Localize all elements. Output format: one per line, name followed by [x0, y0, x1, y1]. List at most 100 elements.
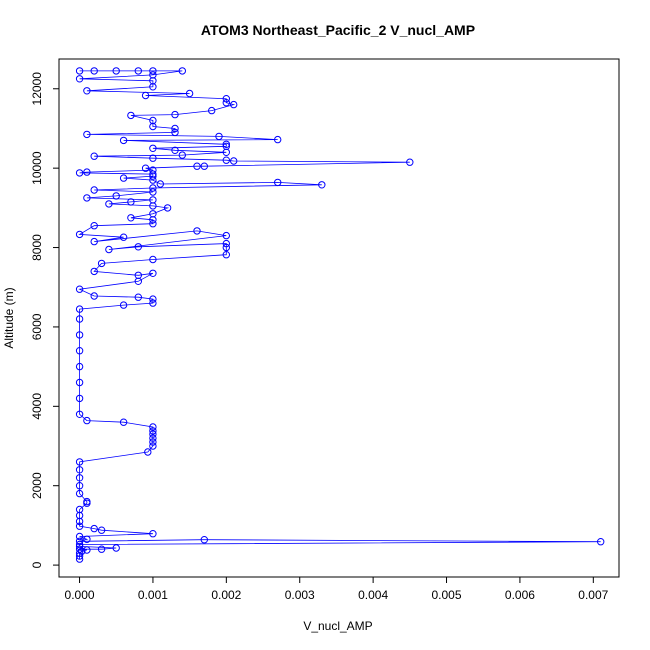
x-tick-label: 0.007: [578, 588, 608, 602]
data-point: [83, 168, 91, 176]
data-point: [222, 156, 231, 164]
data-point: [149, 299, 157, 307]
data-point: [75, 378, 84, 387]
x-tick-label: 0.001: [138, 588, 168, 602]
data-point: [75, 305, 84, 313]
data-point: [185, 89, 194, 98]
data-point: [97, 259, 106, 268]
data-point: [90, 237, 98, 246]
data-point: [75, 347, 84, 355]
y-tick-label: 0: [30, 561, 44, 568]
data-point: [105, 200, 113, 208]
data-point: [75, 169, 84, 177]
y-axis: 0 2000 4000 6000 8000 10000 12000: [30, 72, 59, 568]
data-point: [112, 544, 120, 552]
data-point: [149, 255, 157, 264]
plot-frame: [58, 58, 620, 578]
data-point: [75, 545, 84, 553]
data-point: [406, 158, 414, 166]
data-point: [222, 239, 231, 248]
y-tick-label: 12000: [30, 72, 44, 106]
data-point: [119, 418, 128, 426]
data-point: [149, 144, 157, 153]
data-point: [83, 546, 91, 554]
data-point: [75, 505, 84, 514]
plot-area: [75, 67, 605, 563]
data-point: [75, 458, 84, 466]
data-point: [90, 524, 98, 533]
x-tick-label: 0.002: [211, 588, 241, 602]
data-point: [222, 243, 231, 252]
x-tick-label: 0.000: [65, 588, 95, 602]
data-point: [144, 448, 152, 456]
data-point: [83, 87, 91, 95]
data-point: [112, 67, 120, 75]
data-point: [75, 474, 84, 482]
data-point: [222, 95, 231, 103]
data-point: [90, 267, 98, 276]
data-point: [230, 100, 238, 109]
data-point: [83, 416, 91, 425]
data-point: [75, 540, 84, 549]
data-point: [112, 192, 120, 200]
x-tick-label: 0.003: [285, 588, 315, 602]
data-point: [149, 442, 157, 450]
data-point: [274, 178, 282, 187]
y-tick-label: 2000: [30, 472, 44, 499]
data-point: [75, 522, 84, 530]
data-point: [75, 75, 84, 83]
data-point: [149, 427, 157, 435]
data-point: [97, 545, 106, 553]
x-tick-label: 0.004: [358, 588, 388, 602]
data-point: [149, 184, 157, 192]
data-point: [222, 140, 231, 149]
data-point: [149, 210, 157, 218]
data-point: [105, 245, 113, 254]
data-point: [156, 180, 165, 188]
y-axis-label: Altitude (m): [2, 287, 16, 348]
data-point: [230, 157, 238, 165]
series-line: [78, 70, 601, 560]
data-point: [200, 162, 209, 170]
data-point: [149, 438, 157, 446]
data-point: [149, 430, 157, 438]
data-point: [83, 130, 91, 139]
data-point: [90, 222, 98, 230]
data-point: [75, 285, 84, 293]
data-point: [222, 231, 231, 240]
x-tick-label: 0.006: [505, 588, 535, 602]
x-axis: 0.000 0.001 0.002 0.003 0.004 0.005 0.006 0.007: [65, 577, 609, 602]
data-point: [222, 99, 231, 107]
data-point: [134, 67, 143, 75]
data-point: [178, 151, 187, 159]
data-point: [171, 128, 179, 137]
data-point: [75, 362, 84, 371]
y-tick-label: 10000: [30, 151, 44, 185]
data-point: [149, 220, 157, 228]
y-tick-label: 4000: [30, 393, 44, 420]
data-point: [208, 106, 216, 115]
data-point: [193, 227, 201, 235]
data-point: [318, 181, 326, 189]
data-point: [222, 142, 231, 151]
data-point: [149, 434, 157, 442]
data-point: [149, 188, 157, 196]
data-point: [597, 538, 605, 546]
data-point: [75, 537, 84, 545]
data-point: [75, 67, 84, 75]
data-point: [75, 315, 84, 323]
data-point: [119, 233, 128, 241]
data-point: [83, 497, 91, 506]
data-point: [193, 162, 201, 170]
data-point: [149, 154, 157, 162]
data-point: [90, 67, 98, 75]
y-tick-label: 8000: [30, 234, 44, 261]
data-point: [119, 174, 128, 182]
data-point: [83, 194, 91, 202]
data-point: [75, 331, 84, 339]
data-point: [171, 146, 179, 155]
x-tick-label: 0.005: [432, 588, 462, 602]
data-point: [75, 410, 84, 418]
data-point: [134, 271, 143, 279]
